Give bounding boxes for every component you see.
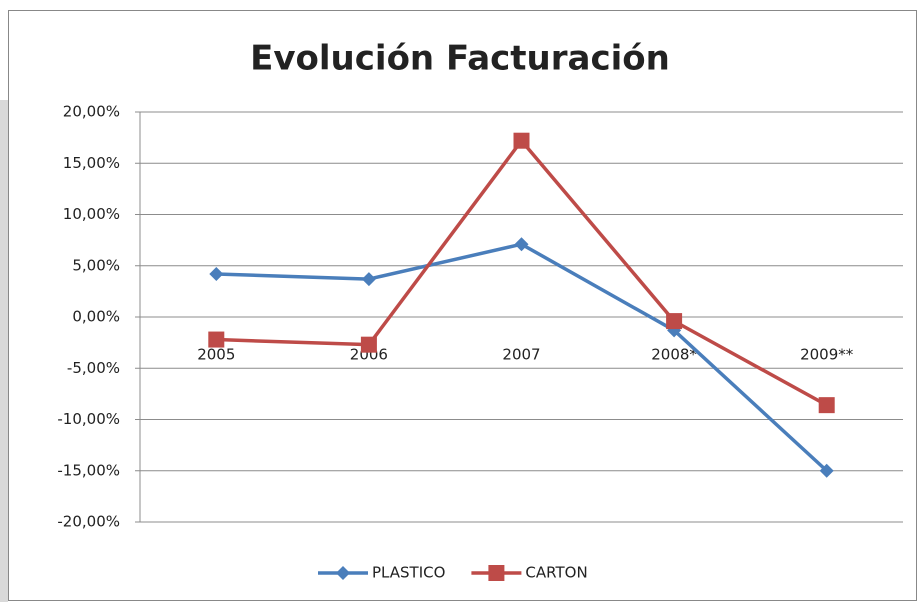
x-tick-label: 2009**: [800, 346, 854, 364]
legend-label: CARTON: [525, 564, 587, 582]
marker: [666, 313, 683, 330]
y-tick-label: -10,00%: [57, 410, 120, 428]
marker: [360, 336, 377, 353]
legend-marker: [488, 565, 505, 581]
y-tick-label: -20,00%: [57, 513, 120, 531]
y-tick-label: 15,00%: [63, 154, 120, 172]
marker: [208, 331, 225, 348]
marker: [209, 266, 224, 281]
y-tick-label: -15,00%: [57, 461, 120, 479]
x-tick-label: 2007: [502, 346, 540, 364]
y-tick-label: 20,00%: [63, 103, 120, 121]
x-tick-label: 2005: [197, 346, 235, 364]
y-tick-label: 0,00%: [72, 308, 120, 326]
legend-label: PLASTICO: [372, 564, 445, 582]
x-tick-label: 2008*: [651, 346, 697, 364]
marker: [514, 237, 529, 252]
y-tick-label: -5,00%: [67, 359, 120, 377]
side-strip: [0, 100, 8, 602]
y-tick-label: 5,00%: [72, 256, 120, 274]
marker: [819, 463, 834, 478]
y-tick-label: 10,00%: [63, 205, 120, 223]
legend-marker: [336, 566, 350, 580]
marker: [818, 397, 835, 414]
marker: [361, 272, 376, 287]
marker: [513, 132, 530, 149]
chart-title: Evolución Facturación: [250, 39, 670, 79]
chart-frame: [8, 10, 917, 601]
x-tick-label: 2006: [350, 346, 388, 364]
